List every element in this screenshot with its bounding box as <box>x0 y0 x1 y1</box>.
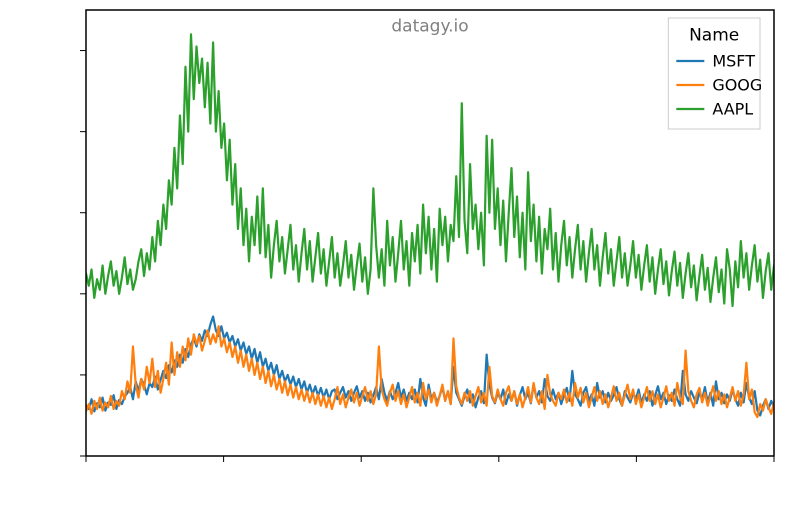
legend-label-msft: MSFT <box>712 52 755 71</box>
legend-label-aapl: AAPL <box>712 100 753 119</box>
chart-figure: datagy.io Name MSFT GOOG AAPL <box>0 0 790 523</box>
x-axis-ticks <box>86 456 774 462</box>
y-axis-ticks <box>80 51 86 456</box>
legend: Name MSFT GOOG AAPL <box>668 18 762 129</box>
legend-label-goog: GOOG <box>712 76 762 95</box>
chart-title: datagy.io <box>391 17 468 37</box>
chart-svg: datagy.io Name MSFT GOOG AAPL <box>0 0 790 523</box>
legend-title: Name <box>689 25 739 45</box>
